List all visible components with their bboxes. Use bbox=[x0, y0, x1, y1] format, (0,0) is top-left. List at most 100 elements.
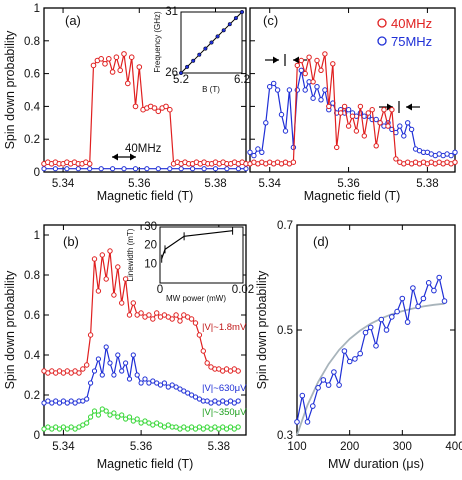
panel-b-green-point bbox=[95, 412, 102, 418]
panel-a-xtick-label: 5.38 bbox=[204, 178, 226, 190]
panel-a-blue-point bbox=[190, 166, 196, 172]
panel-b-blue-point bbox=[60, 398, 67, 404]
panel-b-blue-point bbox=[161, 380, 167, 386]
panel-b-red-point bbox=[80, 366, 86, 372]
panel-b-red-point bbox=[138, 310, 144, 316]
panel-b-blue-point bbox=[41, 400, 47, 406]
panel-c-legend: 40MHz 75MHz bbox=[377, 16, 432, 49]
panel-b-green-point bbox=[150, 422, 156, 428]
panel-b-blue-point bbox=[130, 352, 136, 358]
panel-c-blue-point bbox=[267, 84, 273, 90]
panel-b-green-point bbox=[45, 424, 51, 430]
panel-a-red-point bbox=[90, 62, 97, 69]
panel-b-green-point bbox=[196, 424, 202, 430]
panel-b-inset-frame bbox=[159, 226, 244, 284]
panel-a-red-point bbox=[102, 61, 108, 67]
panel-a-inset-point bbox=[227, 22, 232, 27]
panel-c-blue-point bbox=[373, 116, 379, 123]
panel-a-blue-point bbox=[167, 166, 173, 172]
panel-d-xtick-label: 100 bbox=[287, 441, 306, 453]
panel-c-blue-point bbox=[255, 146, 261, 152]
panel-a-red-point bbox=[151, 105, 158, 111]
panel-b-green-point bbox=[224, 426, 230, 432]
panel-b-green-point bbox=[64, 426, 70, 432]
panel-b-ytick-label: 0.6 bbox=[24, 310, 40, 322]
panel-b-blue-point bbox=[123, 360, 129, 366]
panel-b-frame bbox=[43, 224, 247, 436]
panel-a-red-point bbox=[128, 54, 135, 61]
panel-a-red-point bbox=[163, 103, 169, 110]
panel-d-blue-point bbox=[394, 308, 400, 315]
panel-b-blue-point bbox=[91, 368, 98, 374]
panel-d-blue-point bbox=[425, 280, 432, 286]
panel-c-xtick-label: 5.36 bbox=[337, 178, 359, 190]
panel-b-green-point bbox=[142, 418, 148, 424]
panel-a-blue-point bbox=[144, 166, 150, 172]
panel-c-blue-point bbox=[322, 87, 328, 93]
panel-b-red-point bbox=[76, 370, 82, 376]
panel-a-annotation: 40MHz bbox=[125, 143, 162, 155]
panel-a-blue-point bbox=[121, 166, 127, 172]
panel-b-green-point bbox=[192, 426, 199, 432]
panel-b-blue-point bbox=[224, 400, 230, 406]
panel-a-red-point bbox=[117, 67, 123, 74]
panel-c-red-point bbox=[369, 107, 375, 113]
panel-b-blue-point bbox=[142, 376, 148, 382]
panel-c-red-point bbox=[326, 103, 332, 110]
panel-d-blue-point bbox=[404, 319, 411, 325]
panel-b-blue-point bbox=[227, 398, 234, 404]
panel-b-blue-line bbox=[43, 346, 239, 404]
panel-c-red-point bbox=[393, 156, 399, 162]
panel-b-green-point bbox=[119, 412, 125, 418]
panel-b-xtick-label: 5.34 bbox=[52, 441, 75, 453]
panel-c-blue-point bbox=[397, 123, 403, 129]
panel-b-green-point bbox=[49, 426, 55, 432]
panel-b-blue-point bbox=[231, 400, 237, 406]
panel-b-green-point bbox=[157, 422, 164, 428]
panel-c-arrows bbox=[265, 54, 420, 113]
panel-d-xtick-label: 200 bbox=[340, 441, 359, 453]
panel-c-red-point bbox=[349, 113, 356, 119]
panel-b-ytick-label: 0.2 bbox=[24, 390, 40, 402]
panel-b-ytick-label: 1 bbox=[34, 230, 40, 242]
panel-b-red-point bbox=[204, 360, 210, 366]
panel-b-blue-point bbox=[173, 384, 179, 390]
panel-c-blue-point bbox=[247, 149, 253, 156]
panel-d-blue-point bbox=[294, 419, 300, 425]
panel-d-blue-point bbox=[399, 295, 406, 302]
panel-d-blue-point bbox=[378, 316, 385, 323]
panel-d-blue-point bbox=[357, 350, 364, 357]
panel-a-inset-point bbox=[233, 16, 238, 21]
panel-b-ylabel: Spin down probability bbox=[3, 270, 17, 390]
panel-a-blue-point bbox=[110, 166, 116, 172]
panel-b-xlabel: Magnetic field (T) bbox=[97, 457, 194, 471]
panel-d-ytick-label: 0.5 bbox=[277, 325, 293, 337]
panel-b-green-point bbox=[134, 416, 140, 422]
panel-a-xlabel: Magnetic field (T) bbox=[97, 189, 194, 203]
panel-b-red-point bbox=[84, 362, 90, 368]
panel-a-blue-point bbox=[64, 166, 70, 172]
panel-d-blue-point bbox=[352, 356, 358, 362]
panel-b-series-label-1p8mv: |V|~1.8mV bbox=[202, 322, 247, 333]
panel-b-green-point bbox=[107, 412, 113, 418]
panel-b-green-point bbox=[72, 426, 78, 432]
panel-b-blue-point bbox=[115, 352, 121, 358]
panel-a-blue-point bbox=[201, 166, 207, 172]
panel-c-red-point bbox=[345, 123, 352, 129]
panel-d-blue-point bbox=[383, 327, 390, 333]
panel-c-xtick-label: 5.34 bbox=[259, 178, 282, 190]
panel-b-xtick-label: 5.38 bbox=[208, 441, 230, 453]
panel-b-red-point bbox=[169, 316, 175, 322]
panel-c-blue-point bbox=[298, 67, 304, 74]
panel-b-inset-line bbox=[161, 230, 233, 259]
panel-a-blue-point bbox=[235, 166, 241, 172]
panel-d: (d) MW duration (μs) Spin down probabili… bbox=[255, 220, 462, 471]
panel-c-red-point bbox=[306, 54, 312, 60]
legend-label-40mhz: 40MHz bbox=[391, 16, 432, 31]
panel-d-blue-point bbox=[436, 274, 443, 281]
panel-b-blue-point bbox=[154, 380, 160, 386]
panel-b-blue-point bbox=[126, 376, 133, 382]
panel-c-red-point bbox=[294, 62, 300, 69]
panel-a-blue-point bbox=[224, 166, 230, 172]
panel-c-blue-point bbox=[263, 120, 269, 126]
